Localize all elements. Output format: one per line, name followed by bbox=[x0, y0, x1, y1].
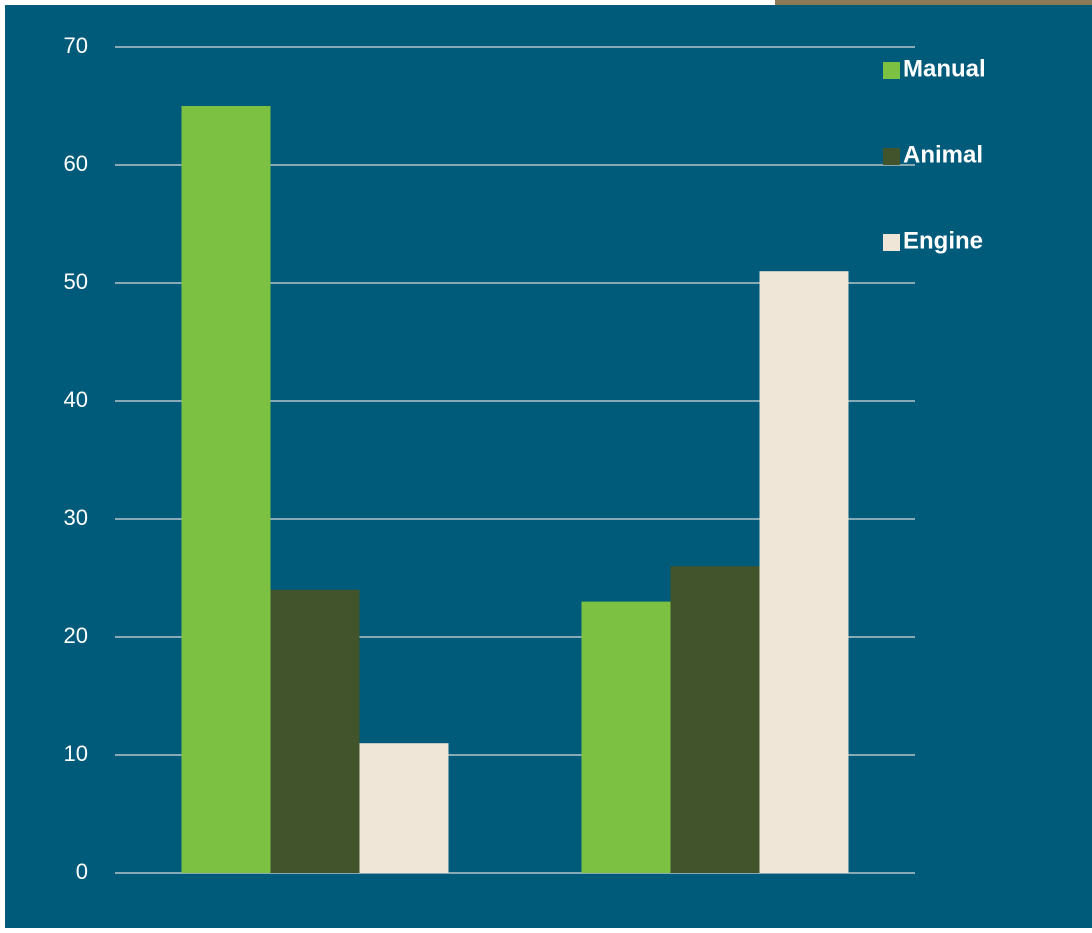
legend-label: Engine bbox=[903, 227, 983, 254]
legend-label: Animal bbox=[903, 141, 983, 168]
y-tick-label: 40 bbox=[64, 387, 88, 412]
bar bbox=[270, 589, 360, 873]
y-tick-label: 30 bbox=[64, 505, 88, 530]
bar bbox=[359, 743, 449, 873]
bar bbox=[670, 566, 760, 873]
bar bbox=[759, 271, 849, 873]
y-tick-label: 60 bbox=[64, 151, 88, 176]
y-tick-label: 70 bbox=[64, 33, 88, 58]
legend-swatch bbox=[883, 234, 900, 251]
y-tick-label: 0 bbox=[76, 859, 88, 884]
y-tick-label: 50 bbox=[64, 269, 88, 294]
legend-label: Manual bbox=[903, 55, 986, 82]
photo-edge bbox=[775, 0, 1092, 6]
legend-swatch bbox=[883, 62, 900, 79]
bar bbox=[581, 601, 671, 873]
legend-swatch bbox=[883, 148, 900, 165]
y-tick-label: 20 bbox=[64, 623, 88, 648]
y-tick-label: 10 bbox=[64, 741, 88, 766]
bar bbox=[181, 106, 271, 873]
